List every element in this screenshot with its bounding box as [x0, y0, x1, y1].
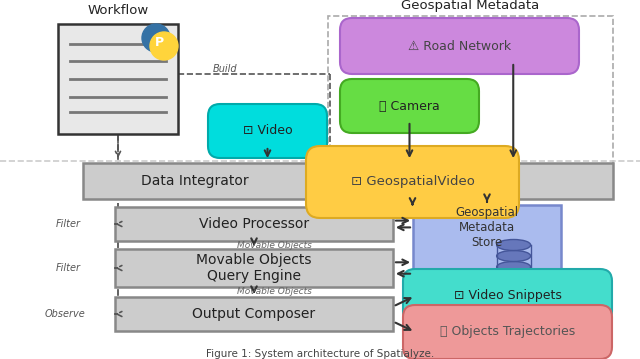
Ellipse shape [497, 261, 531, 272]
Circle shape [142, 24, 170, 52]
Text: Movable Objects: Movable Objects [237, 286, 312, 295]
Text: Figure 1: System architecture of Spatialyze.: Figure 1: System architecture of Spatial… [206, 349, 434, 359]
Text: Filter: Filter [56, 219, 81, 229]
Text: P: P [154, 36, 164, 48]
Text: ⚠ Road Network: ⚠ Road Network [408, 39, 511, 52]
FancyBboxPatch shape [306, 146, 519, 218]
FancyBboxPatch shape [413, 205, 561, 287]
FancyBboxPatch shape [115, 207, 393, 241]
Ellipse shape [497, 251, 531, 261]
FancyBboxPatch shape [115, 297, 393, 331]
FancyBboxPatch shape [115, 249, 393, 287]
FancyBboxPatch shape [340, 18, 579, 74]
Text: Workflow: Workflow [88, 4, 148, 17]
Text: Movable Objects
Query Engine: Movable Objects Query Engine [196, 253, 312, 283]
Text: Geospatial Metadata: Geospatial Metadata [401, 0, 540, 13]
FancyBboxPatch shape [83, 163, 613, 199]
Circle shape [150, 32, 178, 60]
Text: Data Integrator: Data Integrator [141, 174, 249, 188]
FancyBboxPatch shape [208, 104, 327, 158]
FancyBboxPatch shape [340, 79, 479, 133]
FancyBboxPatch shape [403, 305, 612, 359]
Text: 📷 Camera: 📷 Camera [379, 99, 440, 112]
FancyBboxPatch shape [403, 269, 612, 323]
Text: Movable Objects: Movable Objects [237, 241, 312, 250]
Text: Output Composer: Output Composer [193, 307, 316, 321]
Text: ⊡ GeospatialVideo: ⊡ GeospatialVideo [351, 176, 474, 188]
Text: Video Processor: Video Processor [199, 217, 309, 231]
FancyBboxPatch shape [58, 24, 178, 134]
Text: Geospatial
Metadata
Store: Geospatial Metadata Store [456, 206, 518, 250]
Text: ⊡ Video: ⊡ Video [243, 125, 292, 137]
Text: ⊡ Video Snippets: ⊡ Video Snippets [454, 289, 561, 303]
Text: Build: Build [212, 64, 237, 74]
Text: Observe: Observe [45, 309, 85, 319]
Ellipse shape [497, 239, 531, 251]
Text: Filter: Filter [56, 263, 81, 273]
Text: 🚗 Objects Trajectories: 🚗 Objects Trajectories [440, 326, 575, 339]
FancyBboxPatch shape [328, 16, 613, 164]
